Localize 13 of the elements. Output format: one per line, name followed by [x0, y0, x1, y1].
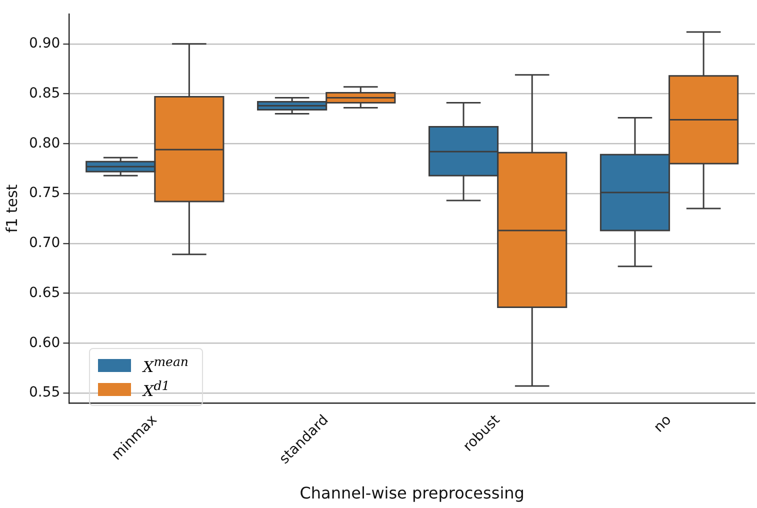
y-tick-label: 0.85 — [29, 85, 60, 102]
y-tick-label: 0.90 — [29, 36, 60, 52]
y-tick-label: 0.60 — [29, 334, 60, 351]
legend-label: X$^{mean}$ — [143, 354, 188, 376]
legend-label: X$^{d1}$ — [143, 378, 170, 400]
y-tick-label: 0.75 — [29, 185, 60, 202]
x-tick-label: no — [651, 412, 675, 436]
y-tick-label: 0.55 — [29, 384, 60, 401]
y-tick-label: 0.65 — [29, 284, 60, 301]
y-tick-label: 0.80 — [29, 135, 60, 152]
y-axis-title: f1 test — [2, 184, 21, 233]
y-tick-label: 0.70 — [29, 235, 60, 252]
x-axis-title: Channel-wise preprocessing — [300, 484, 524, 503]
